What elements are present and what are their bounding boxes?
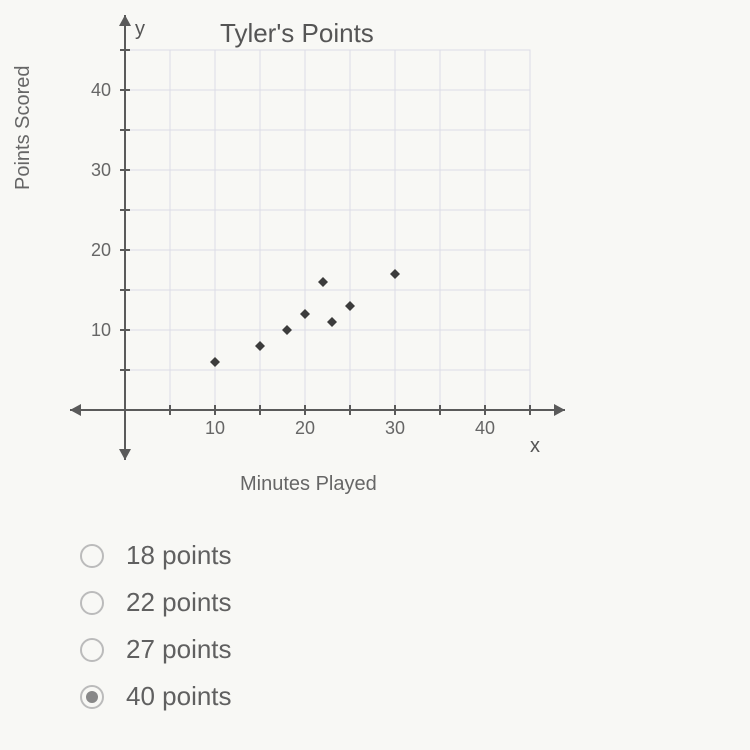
svg-text:30: 30 xyxy=(385,418,405,438)
y-axis-label: Points Scored xyxy=(12,65,35,190)
svg-text:10: 10 xyxy=(205,418,225,438)
radio-button[interactable] xyxy=(80,544,104,568)
answer-options: 18 points 22 points 27 points 40 points xyxy=(80,540,730,712)
svg-text:30: 30 xyxy=(91,160,111,180)
scatter-chart: Points Scored Minutes Played Tyler's Poi… xyxy=(30,10,570,490)
radio-button[interactable] xyxy=(80,638,104,662)
svg-text:10: 10 xyxy=(91,320,111,340)
svg-text:20: 20 xyxy=(295,418,315,438)
answer-option-3[interactable]: 40 points xyxy=(80,681,730,712)
answer-option-2[interactable]: 27 points xyxy=(80,634,730,665)
option-label: 40 points xyxy=(126,681,232,712)
radio-button[interactable] xyxy=(80,591,104,615)
option-label: 22 points xyxy=(126,587,232,618)
option-label: 27 points xyxy=(126,634,232,665)
svg-text:40: 40 xyxy=(475,418,495,438)
radio-button[interactable] xyxy=(80,685,104,709)
svg-text:20: 20 xyxy=(91,240,111,260)
answer-option-0[interactable]: 18 points xyxy=(80,540,730,571)
chart-svg: 10 20 30 40 10 20 30 40 xyxy=(65,10,570,470)
answer-option-1[interactable]: 22 points xyxy=(80,587,730,618)
svg-text:40: 40 xyxy=(91,80,111,100)
radio-dot-icon xyxy=(86,691,98,703)
x-axis-label: Minutes Played xyxy=(240,473,377,496)
option-label: 18 points xyxy=(126,540,232,571)
question-container: Points Scored Minutes Played Tyler's Poi… xyxy=(0,0,750,748)
